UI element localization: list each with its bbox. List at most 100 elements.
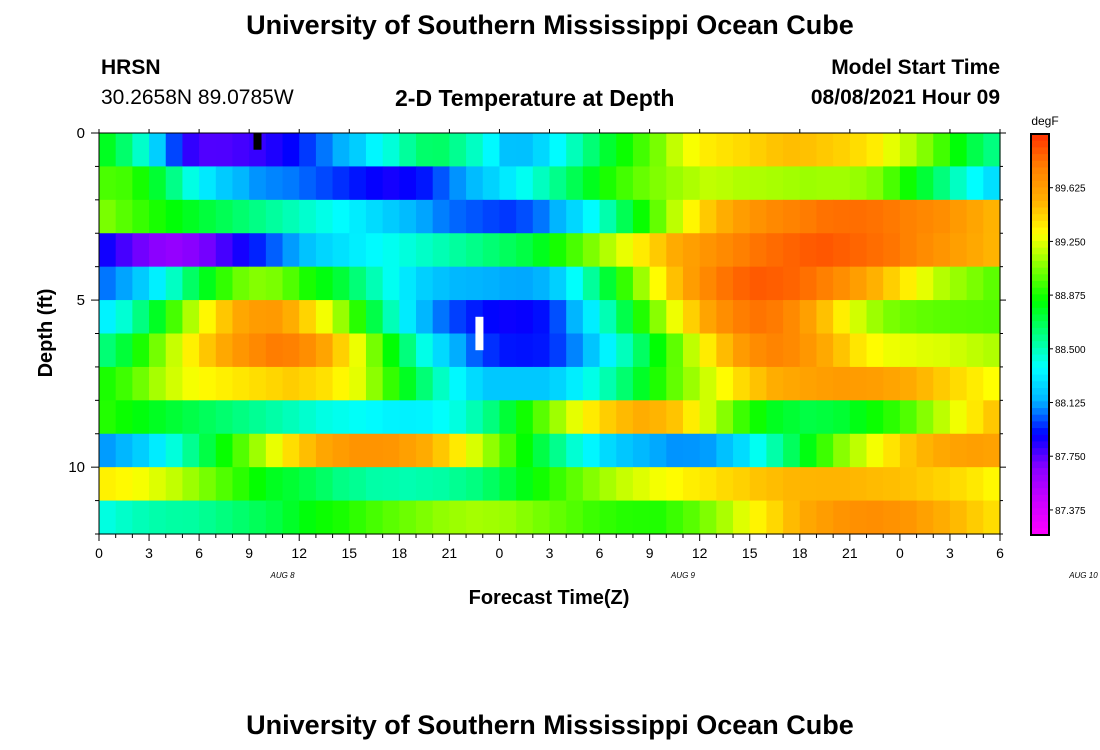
colorbar-segment bbox=[1031, 441, 1049, 449]
x-tick-label: 6 bbox=[195, 545, 203, 561]
heatmap-cell bbox=[516, 433, 534, 468]
heatmap-cell bbox=[866, 199, 884, 234]
heatmap-cell bbox=[933, 433, 951, 468]
heatmap-cell bbox=[916, 500, 934, 535]
heatmap-cell bbox=[182, 266, 200, 301]
heatmap-cell bbox=[716, 199, 734, 234]
heatmap-cell bbox=[265, 500, 284, 535]
heatmap-cell bbox=[215, 333, 234, 368]
heatmap-cell bbox=[499, 433, 517, 468]
heatmap-cell bbox=[799, 467, 818, 502]
heatmap-cell bbox=[99, 467, 117, 502]
heatmap-cell bbox=[949, 400, 968, 435]
heatmap-cell bbox=[516, 166, 534, 201]
heatmap-cell bbox=[949, 333, 968, 368]
heatmap-cell bbox=[232, 133, 250, 168]
heatmap-cell bbox=[616, 400, 634, 435]
colorbar-segment bbox=[1031, 200, 1049, 209]
heatmap-cell bbox=[849, 300, 868, 335]
heatmap-cell bbox=[549, 333, 567, 368]
heatmap-cell bbox=[115, 500, 133, 535]
x-tick-label: 15 bbox=[341, 545, 357, 561]
heatmap-cell bbox=[332, 199, 350, 234]
heatmap-cell bbox=[232, 166, 250, 201]
heatmap-cell bbox=[532, 199, 551, 234]
x-tick-label: 0 bbox=[95, 545, 103, 561]
y-axis-label: Depth (ft) bbox=[35, 289, 57, 378]
heatmap-cell bbox=[816, 500, 834, 535]
heatmap-cell bbox=[516, 133, 534, 168]
x-tick-label: 21 bbox=[842, 545, 858, 561]
heatmap-cell bbox=[933, 400, 951, 435]
heatmap-cell bbox=[499, 266, 517, 301]
heatmap-cell bbox=[149, 233, 167, 268]
heatmap-cell bbox=[833, 500, 851, 535]
heatmap-cell bbox=[983, 333, 1001, 368]
top-title: University of Southern Mississippi Ocean… bbox=[246, 10, 854, 40]
heatmap-cell bbox=[733, 133, 751, 168]
heatmap-cell bbox=[516, 500, 534, 535]
heatmap-cell bbox=[332, 333, 350, 368]
heatmap-cell bbox=[516, 400, 534, 435]
heatmap-cell bbox=[449, 166, 467, 201]
heatmap-cell bbox=[766, 400, 784, 435]
heatmap-cell bbox=[816, 400, 834, 435]
heatmap-cell bbox=[833, 266, 851, 301]
heatmap-cell bbox=[949, 500, 968, 535]
heatmap-cell bbox=[983, 400, 1001, 435]
heatmap-cell bbox=[399, 266, 417, 301]
heatmap-cell bbox=[315, 333, 334, 368]
colorbar-segment bbox=[1031, 140, 1049, 148]
colorbar-segment bbox=[1031, 468, 1049, 476]
heatmap-cell bbox=[282, 433, 300, 468]
heatmap-cell bbox=[716, 266, 734, 301]
heatmap-cell bbox=[666, 400, 684, 435]
heatmap-cell bbox=[132, 500, 150, 535]
heatmap-cell bbox=[983, 467, 1001, 502]
heatmap-cell bbox=[532, 133, 551, 168]
heatmap-cell bbox=[265, 199, 284, 234]
heatmap-cell bbox=[265, 300, 284, 335]
heatmap-cell bbox=[749, 166, 768, 201]
heatmap-cell bbox=[432, 199, 450, 234]
heatmap-cell bbox=[365, 300, 384, 335]
heatmap-cell bbox=[799, 166, 818, 201]
heatmap-cells bbox=[99, 133, 1001, 535]
colorbar-segment bbox=[1031, 448, 1049, 456]
heatmap-cell bbox=[299, 300, 317, 335]
heatmap-cell bbox=[849, 366, 868, 401]
heatmap-cell bbox=[382, 366, 400, 401]
heatmap-cell bbox=[382, 333, 400, 368]
heatmap-cell bbox=[99, 199, 117, 234]
heatmap-cell bbox=[883, 467, 901, 502]
colorbar: 89.625 89.250 88.875 88.500 88.125 87.750 87.3… bbox=[1030, 133, 1086, 536]
heatmap-cell bbox=[983, 433, 1001, 468]
heatmap-cell bbox=[549, 300, 567, 335]
heatmap-cell bbox=[466, 199, 484, 234]
heatmap-cell bbox=[416, 199, 434, 234]
heatmap-cell bbox=[232, 400, 250, 435]
heatmap-cell bbox=[466, 467, 484, 502]
heatmap-cell bbox=[566, 266, 584, 301]
heatmap-cell bbox=[532, 166, 551, 201]
heatmap-cell bbox=[649, 199, 667, 234]
heatmap-cell bbox=[416, 300, 434, 335]
heatmap-cell bbox=[265, 266, 284, 301]
heatmap-cell bbox=[99, 166, 117, 201]
heatmap-cell bbox=[899, 333, 918, 368]
heatmap-cell bbox=[632, 366, 651, 401]
heatmap-cell bbox=[682, 500, 701, 535]
colorbar-label: 87.375 bbox=[1055, 506, 1086, 517]
heatmap-cell bbox=[249, 433, 267, 468]
heatmap-cell bbox=[315, 467, 334, 502]
colorbar-segment bbox=[1031, 474, 1049, 483]
heatmap-cell bbox=[599, 133, 617, 168]
heatmap-cell bbox=[916, 133, 934, 168]
heatmap-cell bbox=[449, 433, 467, 468]
heatmap-cell bbox=[866, 333, 884, 368]
heatmap-cell bbox=[282, 166, 300, 201]
heatmap-cell bbox=[349, 500, 367, 535]
heatmap-cell bbox=[215, 500, 234, 535]
heatmap-cell bbox=[816, 366, 834, 401]
heatmap-cell bbox=[265, 233, 284, 268]
